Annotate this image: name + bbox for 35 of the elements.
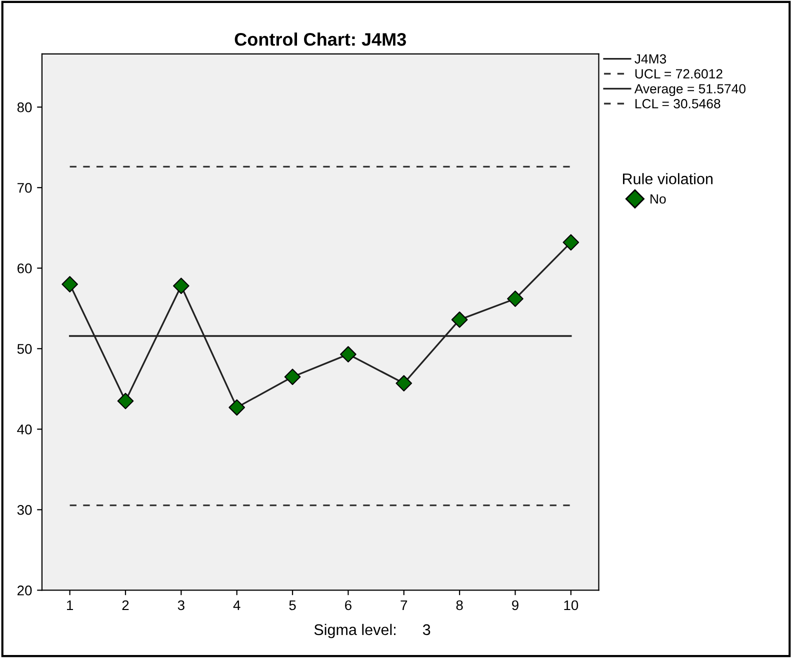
x-tick-label: 10 xyxy=(564,600,578,610)
point xyxy=(396,375,412,392)
y-tick-label: 60 xyxy=(18,263,32,274)
x-tick-label: 3 xyxy=(178,600,184,610)
point xyxy=(562,234,580,251)
legend-label: LCL = 30.5468 xyxy=(635,99,720,108)
x-tick-label: 4 xyxy=(233,600,240,610)
point xyxy=(340,346,356,362)
y-tick-label: 30 xyxy=(17,505,32,515)
legend-title: Rule violation xyxy=(623,173,712,184)
x-tick-label: 8 xyxy=(456,600,463,610)
text: Sigma level: 3 xyxy=(314,624,430,638)
y-tick-label: 20 xyxy=(18,586,32,596)
point xyxy=(62,276,78,292)
x-tick-label: 1 xyxy=(67,600,73,610)
x-tick-label: 5 xyxy=(289,600,296,610)
chart-title: Control Chart: J4M3 xyxy=(234,32,406,46)
y-tick-label: 80 xyxy=(17,102,32,112)
legend-label: No xyxy=(650,194,666,204)
legend-label: Average = 51.5740 xyxy=(634,84,746,96)
point xyxy=(451,312,468,328)
x-tick-label: 2 xyxy=(122,600,129,610)
x-tick-label: 9 xyxy=(512,600,518,610)
legend-label: UCL = 72.6012 xyxy=(635,69,722,78)
point xyxy=(507,290,524,307)
x-tick-label: 6 xyxy=(345,600,352,610)
y-tick-label: 70 xyxy=(18,182,32,193)
point xyxy=(173,278,190,294)
x-tick-label: 7 xyxy=(400,600,408,610)
point xyxy=(117,392,134,410)
point xyxy=(228,399,246,416)
y-tick-label: 40 xyxy=(17,424,32,434)
y-tick-label: 50 xyxy=(17,344,32,354)
point xyxy=(284,368,301,386)
legend-label: J4M3 xyxy=(634,54,666,64)
